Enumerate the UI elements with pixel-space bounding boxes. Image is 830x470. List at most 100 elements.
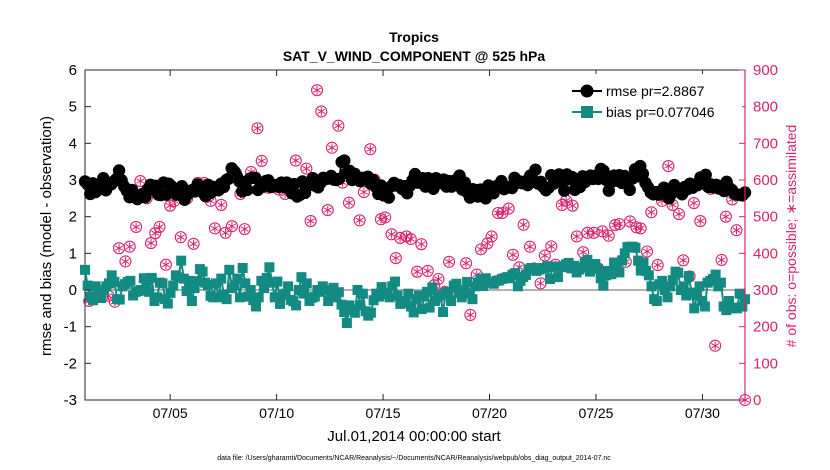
bias-point — [633, 255, 644, 266]
obs-possible-point — [460, 257, 473, 270]
bias-point — [422, 286, 433, 297]
rmse-point — [623, 183, 636, 197]
bias-point — [697, 296, 708, 306]
bias-point — [438, 307, 449, 317]
obs-assimilated-point — [434, 274, 443, 284]
obs-possible-point — [119, 255, 132, 268]
bias-point — [715, 277, 726, 288]
bias-point — [510, 268, 521, 279]
bias-point — [272, 276, 283, 287]
y-left-tick-label: 0 — [69, 282, 77, 299]
bias-point — [181, 286, 192, 297]
obs-possible-point — [123, 240, 136, 253]
bias-point — [416, 304, 427, 315]
obs-assimilated-point — [136, 176, 145, 186]
obs-assimilated-point — [257, 156, 266, 166]
bias-point — [173, 272, 184, 283]
obs-assimilated-point — [498, 208, 507, 218]
obs-assimilated-point — [508, 250, 517, 260]
bias-point — [456, 292, 467, 303]
obs-assimilated-point — [217, 200, 226, 210]
bias-point — [414, 290, 425, 301]
obs-assimilated-point — [604, 231, 613, 241]
obs-assimilated-point — [721, 212, 730, 221]
bias-point — [275, 298, 286, 309]
x-tick-label: 07/05 — [153, 405, 188, 421]
obs-possible-point — [255, 154, 268, 167]
y-left-tick-label: -2 — [64, 355, 77, 372]
bias-point — [646, 281, 657, 292]
obs-possible-point — [325, 141, 339, 154]
y-left-tick-label: 6 — [69, 62, 77, 79]
y-axis-left: -3 -2 -1 0 1 2 3 4 5 6 — [64, 62, 91, 409]
bias-point — [261, 272, 272, 283]
x-tick-label: 07/30 — [685, 405, 720, 421]
bias-point — [299, 288, 310, 299]
obs-assimilated-point — [636, 224, 645, 233]
obs-possible-point — [538, 249, 551, 262]
bias-point — [614, 267, 625, 278]
obs-possible-point — [238, 223, 251, 236]
bias-point — [400, 296, 411, 306]
bias-point — [389, 276, 400, 287]
bias-point — [192, 276, 203, 287]
obs-assimilated-point — [227, 221, 236, 231]
obs-assimilated-point — [176, 232, 185, 242]
bias-point — [659, 285, 670, 295]
bias-point — [403, 288, 414, 299]
bias-point — [229, 280, 240, 291]
bias-point — [427, 282, 438, 293]
bias-point — [349, 307, 360, 318]
obs-assimilated-point — [132, 222, 141, 232]
bias-point — [253, 292, 264, 303]
bias-point — [333, 287, 344, 298]
bias-point — [309, 291, 320, 302]
obs-possible-point — [464, 308, 477, 321]
chart-subtitle: SAT_V_WIND_COMPONENT @ 525 hPa — [283, 48, 546, 64]
obs-assimilated-point — [221, 228, 230, 238]
y-right-tick-label: 600 — [753, 172, 778, 189]
bias-point — [339, 307, 350, 317]
obs-possible-point — [225, 220, 238, 233]
bias-point — [283, 281, 294, 292]
bias-point — [467, 294, 478, 305]
chart-title: Tropics — [389, 29, 439, 45]
bias-point — [210, 278, 221, 289]
bias-point — [259, 283, 270, 294]
obs-assimilated-point — [147, 238, 155, 248]
bias-point — [162, 298, 173, 309]
obs-assimilated-point — [125, 242, 134, 252]
obs-assimilated-point — [313, 85, 322, 95]
obs-assimilated-point — [334, 121, 343, 131]
obs-assimilated-point — [536, 279, 545, 288]
bias-point — [619, 248, 630, 259]
obs-assimilated-point — [291, 156, 300, 165]
obs-possible-point — [651, 259, 664, 272]
obs-assimilated-point — [240, 224, 249, 234]
bias-point — [152, 292, 163, 303]
bias-point — [651, 296, 662, 306]
bias-point — [512, 281, 523, 292]
bias-point — [635, 265, 646, 276]
bias-point — [96, 293, 107, 304]
obs-possible-point — [251, 122, 264, 135]
bias-point — [328, 282, 339, 293]
bias-point — [459, 286, 470, 297]
bias-point — [168, 280, 179, 291]
obs-assimilated-point — [327, 143, 336, 153]
obs-possible-point — [677, 254, 690, 267]
rmse-point — [699, 168, 712, 182]
bias-point — [689, 303, 700, 314]
bias-point — [323, 296, 334, 306]
obs-assimilated-point — [115, 243, 124, 253]
obs-assimilated-point — [306, 216, 315, 226]
bias-point — [662, 292, 673, 303]
obs-possible-point — [715, 253, 728, 266]
bias-point — [435, 290, 446, 301]
bias-point — [582, 254, 593, 265]
bias-point — [520, 269, 531, 280]
obs-assimilated-point — [161, 260, 170, 269]
bias-point — [630, 242, 641, 253]
bias-point — [114, 294, 125, 305]
bias-point — [341, 318, 352, 328]
